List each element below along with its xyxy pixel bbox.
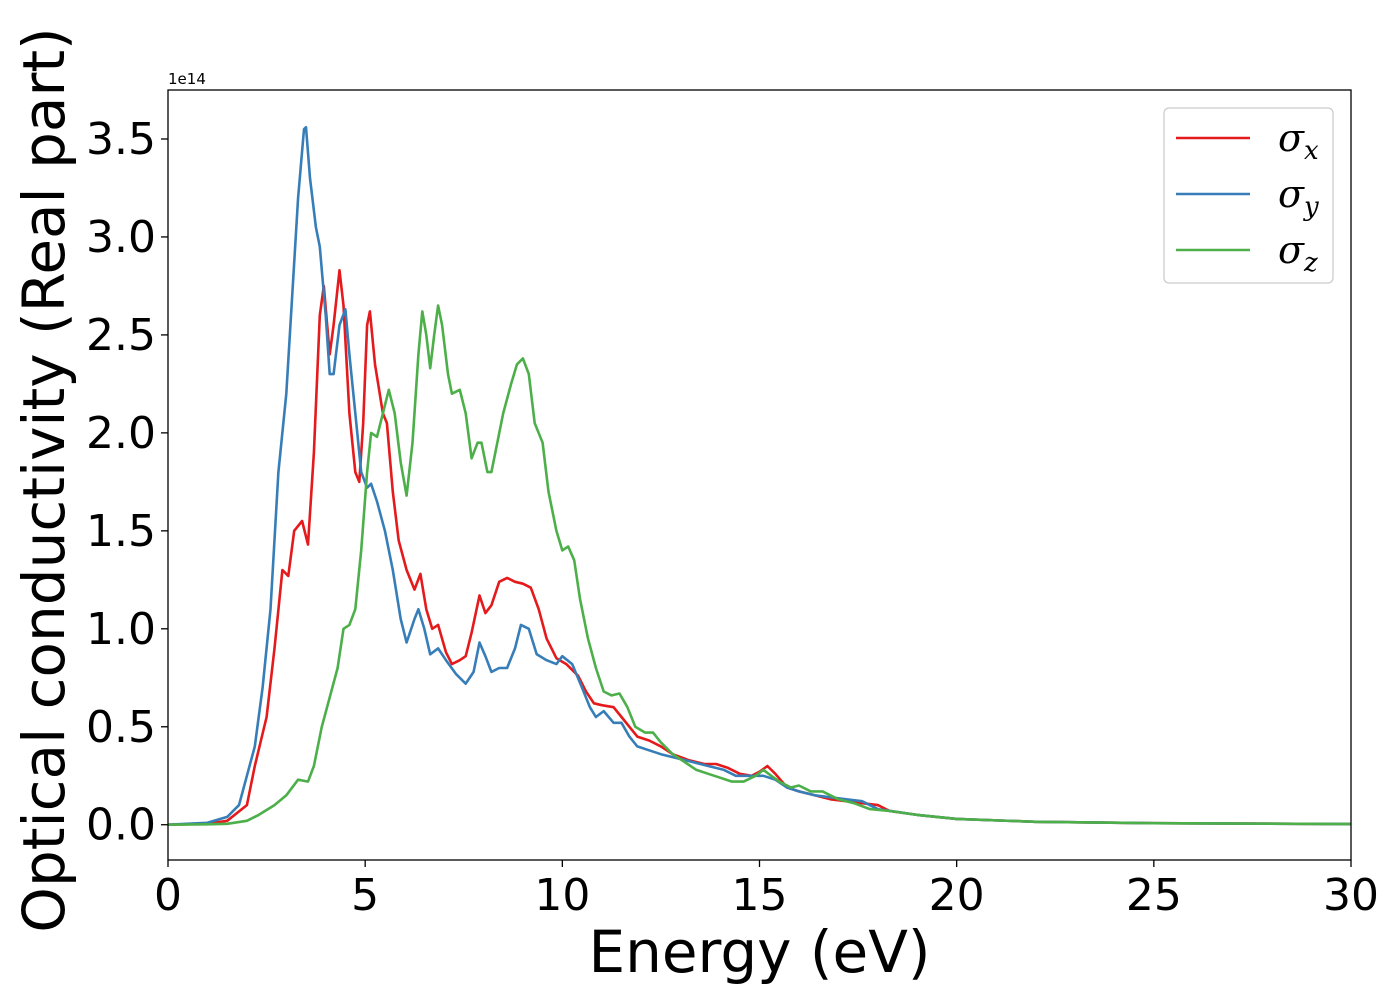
x-tick-label: 30	[1323, 870, 1379, 921]
y-tick-label: 0.5	[86, 702, 156, 753]
y-offset-text: 1e14	[168, 70, 206, 88]
x-tick-label: 25	[1126, 870, 1182, 921]
x-tick-label: 0	[154, 870, 182, 921]
y-tick-label: 1.5	[86, 506, 156, 557]
legend-label-z: σz	[1278, 228, 1318, 278]
series-layer	[168, 125, 1351, 826]
y-tick-label: 2.0	[86, 408, 156, 459]
legend-box	[1163, 107, 1334, 284]
x-axis: 0 5 10 15 20 25 30	[154, 860, 1379, 921]
x-tick-label: 10	[534, 870, 590, 921]
series-line-x	[168, 269, 1351, 826]
x-tick-label: 20	[929, 870, 985, 921]
y-tick-label: 0.0	[86, 800, 156, 851]
y-axis-label: Optical conductivity (Real part)	[10, 27, 78, 932]
x-tick-label: 15	[732, 870, 788, 921]
legend-label-y: σy	[1278, 172, 1319, 222]
x-axis-label: Energy (eV)	[588, 918, 930, 986]
y-tick-label: 1.0	[86, 604, 156, 655]
series-line-z	[168, 304, 1351, 826]
y-axis: 0.0 0.5 1.0 1.5 2.0 2.5 3.0 3.5	[86, 114, 168, 851]
y-tick-label: 3.0	[86, 212, 156, 263]
y-tick-label: 3.5	[86, 114, 156, 165]
x-tick-label: 5	[351, 870, 379, 921]
y-tick-label: 2.5	[86, 310, 156, 361]
legend: σx σy σz	[1163, 107, 1334, 284]
legend-label-x: σx	[1278, 116, 1319, 166]
